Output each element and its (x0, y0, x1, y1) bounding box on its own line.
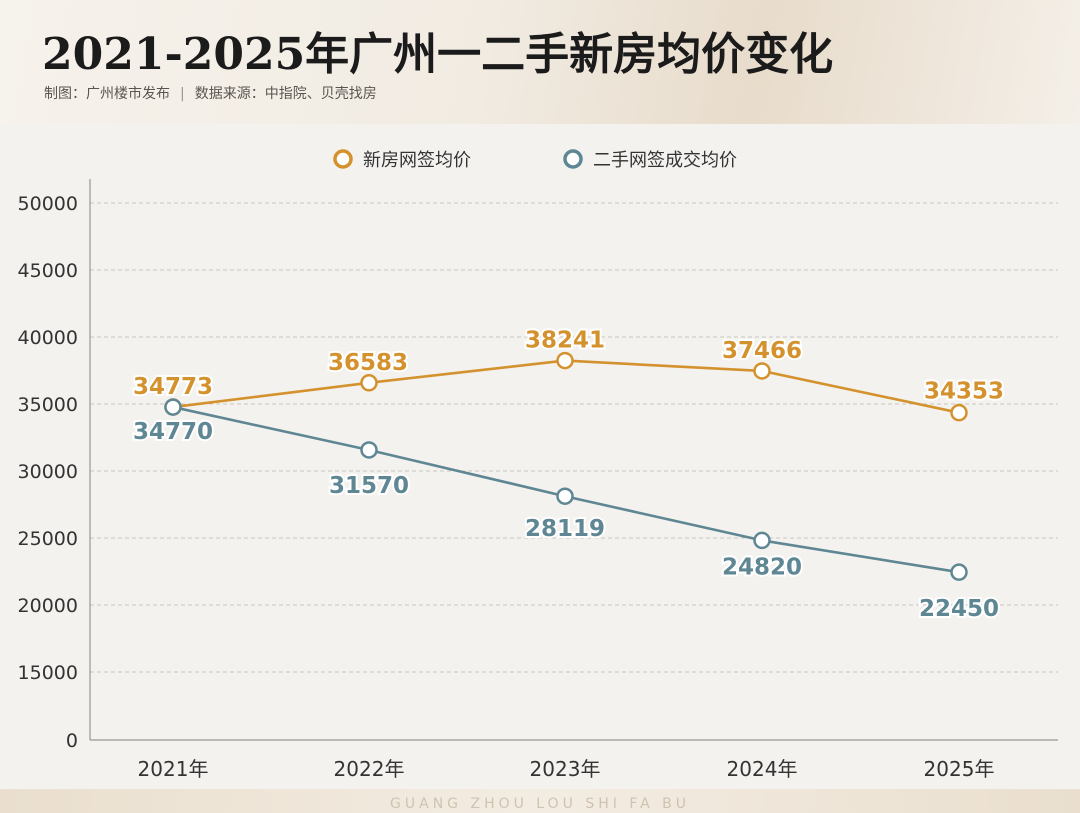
x-tick-label: 2021年 (138, 757, 209, 781)
footer-watermark: GUANG ZHOU LOU SHI FA BU (390, 796, 690, 812)
footer: GUANG ZHOU LOU SHI FA BU (0, 789, 1080, 813)
data-point (360, 374, 378, 392)
data-label: 31570 (329, 473, 409, 499)
y-tick-label: 0 (66, 730, 78, 752)
data-label: 38241 (525, 328, 605, 354)
y-tick-label: 35000 (18, 394, 78, 416)
data-label: 34770 (133, 419, 213, 445)
legend-marker-icon (333, 149, 353, 169)
y-tick-label: 20000 (18, 595, 78, 617)
data-point (556, 487, 574, 505)
y-tick-label: 15000 (18, 662, 78, 684)
data-point (950, 403, 968, 422)
separator: | (180, 86, 185, 102)
y-tick-label: 45000 (18, 260, 78, 282)
x-tick-label: 2025年 (924, 757, 995, 781)
data-label: 22450 (919, 596, 999, 622)
data-label: 36583 (328, 350, 408, 376)
x-tick-label: 2022年 (334, 757, 405, 781)
data-label: 28119 (525, 516, 605, 542)
data-point (753, 362, 771, 380)
credit-text: 制图：广州楼市发布 (44, 86, 170, 102)
data-point (360, 441, 378, 459)
chart-area: 0 15000 20000 25000 30000 35000 40000 45000 5000… (0, 124, 1080, 789)
y-tick-label: 40000 (18, 327, 78, 349)
legend-label: 二手网签成交均价 (593, 150, 737, 171)
data-point (950, 563, 968, 581)
page-title: 2021-2025年广州一二手新房均价变化 (42, 29, 834, 80)
y-tick-label: 50000 (18, 193, 78, 215)
legend-label: 新房网签均价 (363, 150, 471, 171)
y-tick-label: 30000 (18, 461, 78, 483)
x-tick-label: 2024年 (727, 757, 798, 781)
x-tick-label: 2023年 (530, 757, 601, 781)
line-chart: 0 15000 20000 25000 30000 35000 40000 45000 5000… (18, 149, 1058, 781)
data-point (753, 531, 771, 550)
data-label: 24820 (722, 554, 802, 580)
data-point (556, 351, 574, 370)
y-tick-label: 25000 (18, 528, 78, 550)
source-text: 数据来源：中指院、贝壳找房 (194, 86, 377, 102)
header: 2021-2025年广州一二手新房均价变化 制图：广州楼市发布 | 数据来源：中指院… (0, 0, 1080, 125)
data-label: 34773 (133, 374, 213, 400)
data-point (164, 398, 182, 416)
subtitle: 制图：广州楼市发布 | 数据来源：中指院、贝壳找房 (44, 83, 377, 103)
data-label: 37466 (722, 338, 802, 364)
data-label: 34353 (924, 379, 1004, 405)
legend-marker-icon (563, 149, 583, 169)
